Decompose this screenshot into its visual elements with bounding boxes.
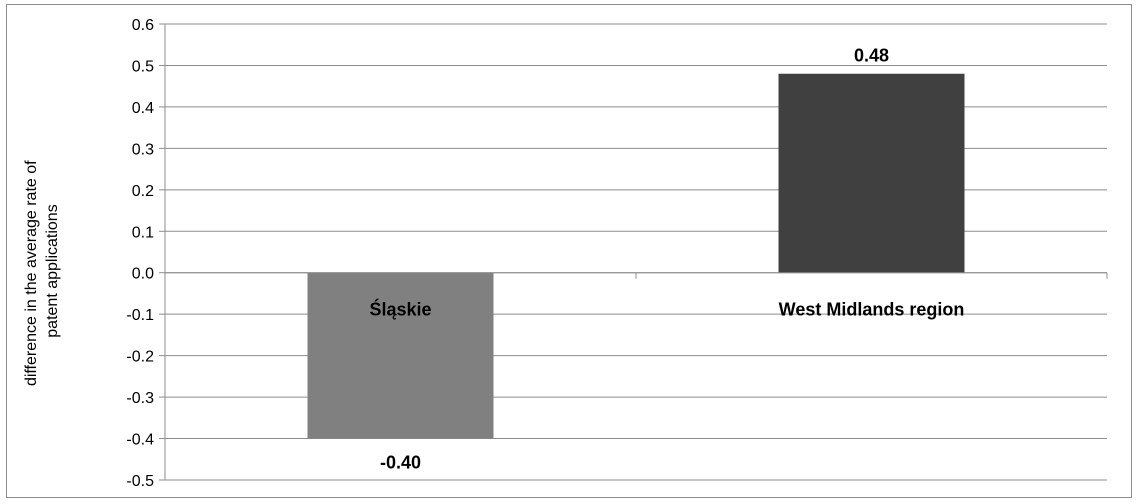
data-labels: -0.40 0.48 (380, 46, 889, 473)
y-tick-label: -0.5 (126, 473, 154, 490)
y-tick-label: 0.4 (132, 100, 154, 117)
y-axis-label: difference in the average rate of patent… (23, 156, 61, 386)
y-axis-label-line-2: patent applications (44, 204, 61, 337)
y-tick-label: 0.2 (132, 183, 154, 200)
category-label: West Midlands region (779, 300, 965, 320)
y-tick-label: 0.3 (132, 141, 154, 158)
axes (159, 23, 1108, 481)
bar (307, 272, 494, 439)
y-tick-label: 0.1 (132, 224, 154, 241)
bar (778, 73, 965, 273)
y-tick-label: -0.4 (126, 432, 154, 449)
data-label: 0.48 (854, 46, 889, 66)
y-tick-label: 0.5 (132, 58, 154, 75)
y-tick-label: -0.3 (126, 390, 154, 407)
y-tick-label: -0.1 (126, 307, 154, 324)
y-axis-label-line-1: difference in the average rate of (23, 160, 40, 386)
data-label: -0.40 (380, 453, 421, 473)
bars (307, 73, 965, 439)
y-tick-label: 0.6 (132, 17, 154, 34)
y-tick-label: 0.0 (132, 266, 154, 283)
category-labels: Śląskie West Midlands region (369, 299, 964, 320)
category-label: Śląskie (369, 299, 431, 320)
gridlines (165, 23, 1107, 481)
y-tick-labels: 0.6 0.5 0.4 0.3 0.2 0.1 0.0 -0.1 -0.2 -0.3 -0.4 -0.… (126, 17, 154, 490)
y-tick-label: -0.2 (126, 349, 154, 366)
